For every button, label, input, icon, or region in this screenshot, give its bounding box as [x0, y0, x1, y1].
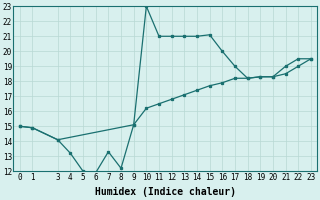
- X-axis label: Humidex (Indice chaleur): Humidex (Indice chaleur): [95, 187, 236, 197]
